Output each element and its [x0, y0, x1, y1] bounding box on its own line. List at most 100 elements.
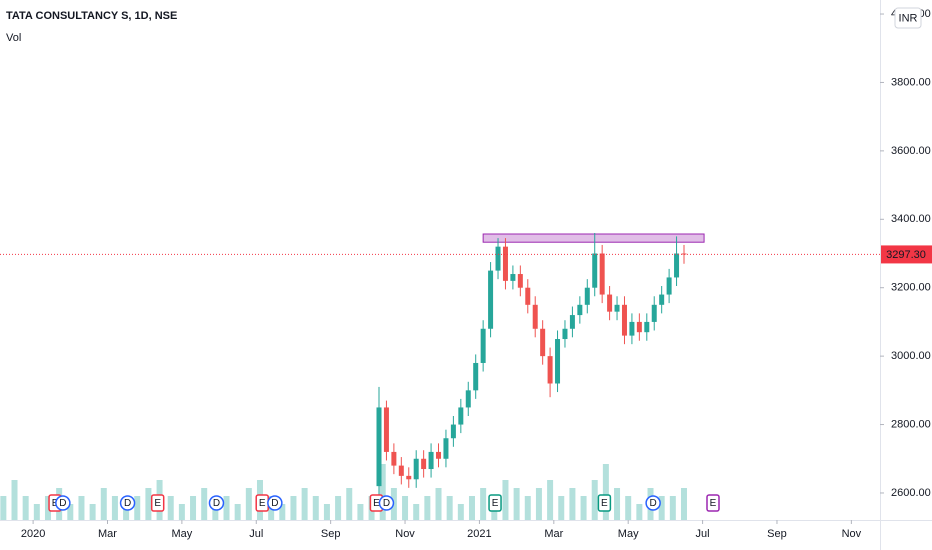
volume-bar: [301, 488, 308, 520]
volume-bar: [44, 496, 51, 520]
volume-bar: [680, 488, 687, 520]
volume-bar: [524, 496, 531, 520]
volume-bar: [78, 496, 85, 520]
volume-bar: [446, 496, 453, 520]
volume-bar: [323, 504, 330, 520]
candle-body: [398, 465, 404, 476]
candle-body: [577, 304, 583, 316]
candle-body: [495, 246, 501, 271]
volume-bar: [625, 496, 632, 520]
volume-bar: [234, 504, 241, 520]
event-label: D: [213, 498, 220, 509]
resistance-zone: [482, 233, 705, 243]
event-badge: [55, 495, 71, 511]
currency-badge: [894, 7, 922, 29]
volume-bar: [190, 496, 197, 520]
volume-bar: [658, 496, 665, 520]
candle-body: [532, 304, 538, 329]
event-badge: [488, 494, 502, 512]
y-tick-label: 3200.00: [891, 282, 931, 294]
candle-body: [607, 294, 613, 312]
axis-layer: 2600.00 2800.00 3000.00 3200.00 3400.00 3600.…: [0, 7, 932, 540]
volume-bar: [346, 488, 353, 520]
candle-body: [510, 274, 516, 281]
volume-bar: [335, 496, 342, 520]
volume-bar: [22, 496, 29, 520]
candle-body: [659, 294, 665, 305]
candle-body: [629, 321, 635, 336]
x-tick-label: Nov: [842, 528, 862, 540]
candle-body: [450, 424, 456, 439]
candle-body: [502, 246, 508, 281]
volume-bar: [312, 496, 319, 520]
volume-bar: [123, 504, 130, 520]
volume-bar: [669, 496, 676, 520]
volume-bar: [279, 504, 286, 520]
volume-bar: [11, 480, 18, 520]
candle-body: [421, 458, 427, 470]
candle-body: [480, 328, 486, 363]
candle-body: [428, 451, 434, 470]
x-tick-label: Mar: [98, 528, 117, 540]
candle-body: [674, 253, 680, 278]
candle-body: [443, 438, 449, 459]
candle-body: [636, 321, 642, 333]
event-label: E: [373, 498, 380, 509]
volume-bar: [178, 504, 185, 520]
event-label: E: [154, 498, 161, 509]
candle-body: [488, 270, 494, 329]
event-badge: [597, 494, 612, 512]
candle-body: [547, 356, 553, 384]
candle-body: [555, 339, 561, 384]
event-label: E: [710, 498, 717, 509]
y-tick-label: 2600.00: [891, 487, 931, 499]
volume-bar: [591, 480, 598, 520]
event-badge: [706, 494, 720, 512]
event-badge: [119, 495, 136, 511]
y-tick-label: 3400.00: [891, 213, 931, 225]
event-label: D: [650, 498, 657, 509]
candle-body: [644, 321, 650, 333]
volume-bar: [201, 488, 208, 520]
candle-body: [436, 451, 442, 459]
y-tick-label: 3800.00: [891, 76, 931, 88]
event-label: D: [124, 498, 131, 509]
event-label: D: [271, 498, 278, 509]
x-tick-label: Sep: [767, 528, 787, 540]
volume-bar: [379, 464, 386, 520]
volume-bar: [212, 504, 219, 520]
candle-body: [383, 407, 389, 452]
x-tick-label: Nov: [395, 528, 415, 540]
volume-bar: [547, 480, 554, 520]
candle-body: [562, 328, 568, 340]
candle-body: [473, 362, 479, 391]
x-tick-label: Jul: [696, 528, 710, 540]
candle-body: [592, 253, 598, 288]
last-price-label: 3297.30: [886, 249, 926, 261]
candle-body: [540, 328, 546, 357]
event-badge: [645, 495, 661, 511]
x-tick-label: 2021: [467, 528, 491, 540]
x-tick-label: 2020: [21, 528, 45, 540]
candle-body: [621, 304, 627, 336]
chart-title: TATA CONSULTANCY S, 1D, NSE: [6, 10, 177, 22]
volume-bar: [602, 464, 609, 520]
event-label: E: [492, 498, 499, 509]
volume-bar: [614, 488, 621, 520]
event-label: E: [601, 498, 608, 509]
candle-body: [465, 390, 471, 408]
volume-bar: [67, 504, 74, 520]
volume-bar: [435, 488, 442, 520]
volume-bar: [468, 496, 475, 520]
volume-bar: [402, 496, 409, 520]
volume-bar: [558, 496, 565, 520]
candle-body: [666, 277, 672, 295]
candle-body: [391, 451, 397, 466]
candle-body: [376, 407, 382, 487]
currency-label: INR: [899, 12, 918, 24]
y-tick-label: 3000.00: [891, 350, 931, 362]
candle-body: [406, 475, 412, 480]
